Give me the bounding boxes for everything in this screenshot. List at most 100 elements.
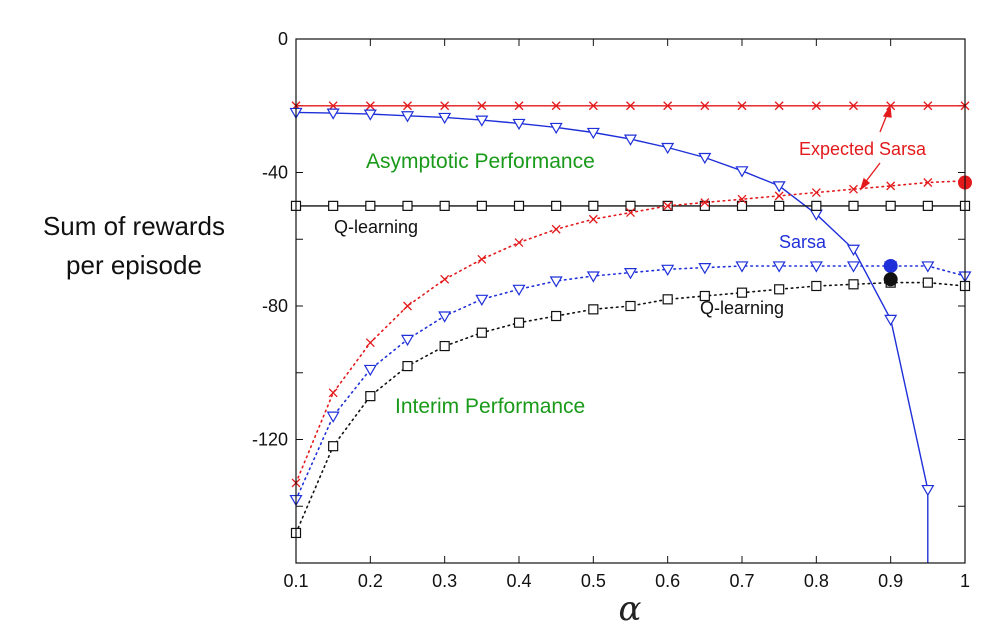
data-point-square <box>551 310 562 322</box>
highlight-point <box>883 272 898 287</box>
data-point-triangle <box>363 109 377 121</box>
data-point-triangle <box>512 284 526 297</box>
data-point-square <box>402 360 413 372</box>
data-point-square <box>699 290 710 302</box>
annotation-q-learning-asymptotic: Q-learning <box>334 217 418 237</box>
x-tick-label: 0.9 <box>878 571 903 591</box>
data-point-square <box>922 277 933 288</box>
data-point-square <box>625 300 636 312</box>
data-point-triangle <box>549 276 563 288</box>
data-point-square <box>588 304 599 315</box>
data-point-x <box>588 101 598 111</box>
data-point-triangle <box>921 261 935 273</box>
data-point-triangle <box>549 122 563 135</box>
highlight-point <box>883 258 898 273</box>
annotation-interim-performance: Interim Performance <box>395 395 585 418</box>
data-point-x <box>774 101 784 111</box>
data-point-triangle <box>623 268 638 280</box>
data-point-x <box>849 101 858 111</box>
data-point-x <box>514 101 524 111</box>
data-point-x <box>626 101 635 111</box>
data-point-triangle <box>586 127 600 140</box>
annotation-q-learning-interim: Q-learning <box>700 298 784 318</box>
data-point-triangle <box>512 118 526 131</box>
data-point-triangle <box>884 314 898 327</box>
data-point-triangle <box>809 261 823 273</box>
data-point-square <box>439 200 450 211</box>
data-point-triangle <box>735 166 749 178</box>
data-point-x <box>403 101 412 111</box>
data-point-triangle <box>623 134 638 146</box>
annotation-arrows <box>859 105 892 191</box>
y-tick-label: -120 <box>252 430 288 450</box>
x-ticks: 0.1 0.2 0.3 0.4 0.5 0.6 0.7 0.8 0.9 1 <box>283 39 970 591</box>
data-point-square <box>662 294 673 305</box>
data-point-triangle <box>400 334 415 347</box>
x-tick-label: 0.5 <box>581 571 606 591</box>
series-interim-expected-sarsa <box>291 176 970 488</box>
series-asymptotic-sarsa <box>289 107 935 563</box>
series-asymptotic-q-learning <box>290 200 971 211</box>
data-point-x <box>365 101 375 111</box>
data-point-square <box>922 200 933 211</box>
data-point-x <box>849 184 858 194</box>
data-point-x <box>886 101 896 111</box>
data-point-x <box>551 224 561 234</box>
series-interim-sarsa <box>289 261 972 507</box>
data-point-x <box>328 101 338 111</box>
data-point-triangle <box>921 484 935 497</box>
data-point-square <box>365 391 376 402</box>
y-tick-label: 0 <box>278 29 288 49</box>
y-axis-label-line-2: per episode <box>66 250 202 280</box>
data-point-x <box>923 178 933 187</box>
data-point-x <box>700 101 710 111</box>
data-point-triangle <box>475 115 489 127</box>
data-point-x <box>477 254 487 264</box>
data-point-triangle <box>698 263 712 275</box>
data-point-x <box>811 101 821 111</box>
data-point-square <box>699 200 710 211</box>
data-point-x <box>923 101 933 111</box>
data-point-square <box>736 200 748 211</box>
data-point-x <box>328 388 338 398</box>
x-tick-label: 0.6 <box>655 571 680 591</box>
plot-frame <box>295 38 966 564</box>
annotation-asymptotic-performance: Asymptotic Performance <box>366 150 595 173</box>
data-point-x <box>365 338 375 348</box>
data-point-square <box>513 200 525 211</box>
data-point-triangle <box>698 152 712 165</box>
data-point-triangle <box>661 142 675 155</box>
data-point-x <box>774 191 784 201</box>
data-point-square <box>625 200 636 211</box>
x-axis-label: α <box>619 589 642 629</box>
data-point-triangle <box>772 181 786 193</box>
y-ticks: 0 -40 -80 -120 <box>252 29 965 507</box>
data-point-square <box>848 279 859 290</box>
data-point-square <box>848 200 859 211</box>
data-point-triangle <box>475 294 489 307</box>
data-point-x <box>440 274 450 284</box>
data-point-x <box>440 101 450 111</box>
data-point-square <box>551 200 562 211</box>
data-point-square <box>811 280 822 292</box>
data-point-square <box>811 200 822 211</box>
data-point-triangle <box>735 261 749 273</box>
annotation-sarsa: Sarsa <box>779 232 827 252</box>
data-point-square <box>885 200 896 211</box>
x-tick-label: 1 <box>960 571 970 591</box>
data-point-triangle <box>438 112 452 125</box>
y-tick-label: -80 <box>262 296 288 316</box>
data-point-square <box>365 200 376 211</box>
data-point-triangle <box>772 261 786 273</box>
annotation-expected-sarsa: Expected Sarsa <box>799 139 927 159</box>
data-point-square <box>588 200 599 211</box>
data-point-x <box>737 194 747 204</box>
series-asymptotic-expected-sarsa <box>291 101 970 111</box>
x-tick-label: 0.7 <box>729 571 754 591</box>
x-tick-label: 0.2 <box>358 571 383 591</box>
data-point-square <box>476 327 487 338</box>
series-line <box>295 111 929 563</box>
data-point-triangle <box>586 271 600 283</box>
data-point-triangle <box>846 261 861 273</box>
y-axis-label-line-1: Sum of rewards <box>43 211 225 241</box>
